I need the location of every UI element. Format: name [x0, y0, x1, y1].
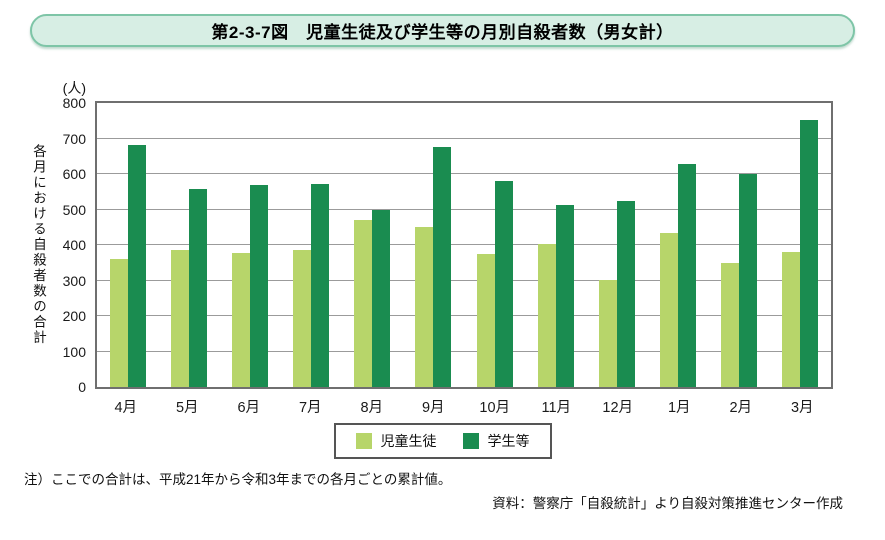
bar: [678, 163, 697, 387]
x-tick-label: 8月: [360, 400, 384, 416]
x-tick-label: 3月: [790, 400, 814, 416]
x-tick-label: 12月: [602, 400, 634, 416]
y-tick-label: 600: [62, 166, 86, 182]
bar: [537, 243, 556, 387]
bar: [660, 232, 679, 387]
bar: [476, 254, 495, 387]
y-tick-label: 300: [62, 272, 86, 289]
bar: [293, 250, 312, 387]
bar: [127, 144, 146, 387]
x-tick-label: 10月: [479, 400, 511, 416]
bar-group: [281, 103, 342, 387]
legend-swatch: [355, 433, 372, 449]
y-tick-label: 400: [62, 237, 86, 253]
bar: [170, 249, 189, 387]
y-tick-label: 200: [62, 308, 86, 324]
gridline: [97, 244, 831, 245]
y-tick-label: 0: [78, 379, 86, 395]
x-tick-label: 2月: [729, 400, 753, 416]
footnote: 注）ここでの合計は、平成21年から令和3年までの各月ごとの累計値。: [24, 472, 452, 487]
x-tick-label: 6月: [237, 400, 261, 416]
bar: [188, 189, 207, 387]
y-axis-title: 各月における自殺者数の合計: [31, 144, 46, 346]
bar-group: [219, 103, 280, 387]
bar: [109, 258, 128, 387]
bar: [249, 185, 268, 387]
x-tick-label: 1月: [667, 400, 691, 416]
bar: [433, 147, 452, 387]
bar: [800, 119, 819, 387]
legend-label: 学生等: [487, 433, 530, 449]
legend-box: 児童生徒 学生等: [333, 423, 552, 459]
x-axis-labels: 4月 5月 6月 7月 8月 9月 10月 11月 12月 1月 2月 3月: [95, 396, 833, 417]
source-credit: 資料：警察庁「自殺統計」より自殺対策推進センター作成: [492, 496, 843, 511]
bar-group: [464, 103, 525, 387]
gridline: [97, 279, 831, 281]
y-tick-label: 700: [62, 130, 86, 147]
bar-group: [158, 103, 219, 387]
bar-group: [403, 103, 464, 387]
x-tick-label: 11月: [541, 400, 572, 416]
y-axis-unit-label: (人): [62, 80, 86, 96]
y-tick-label: 500: [62, 201, 86, 218]
gridline: [97, 173, 831, 174]
gridline: [97, 137, 831, 139]
y-tick-label: 800: [62, 95, 86, 111]
bar-group: [586, 103, 647, 387]
bar: [372, 210, 391, 387]
figure-title-banner: 第2-3-7図 児童生徒及び学生等の月別自殺者数（男女計）: [30, 14, 855, 47]
x-tick-label: 4月: [114, 400, 138, 416]
bar-group: [648, 103, 709, 387]
plot-area: [95, 101, 833, 389]
bar: [415, 226, 434, 387]
bar: [494, 180, 513, 387]
bar: [231, 252, 250, 387]
bar: [782, 251, 801, 387]
bar-group: [709, 103, 770, 387]
bar: [616, 200, 635, 387]
x-tick-label: 9月: [421, 400, 445, 416]
y-tick-label: 100: [62, 343, 86, 360]
bar: [721, 263, 740, 387]
bar-group: [342, 103, 403, 387]
legend-label: 児童生徒: [380, 433, 437, 449]
gridline: [97, 315, 831, 316]
x-tick-label: 5月: [175, 400, 199, 416]
bar-group: [97, 103, 158, 387]
y-axis-ticks: 0 100 200 300 400 500 600 700 800: [0, 95, 86, 395]
bar: [598, 279, 617, 387]
figure-title: 第2-3-7図 児童生徒及び学生等の月別自殺者数（男女計）: [211, 23, 674, 42]
gridline: [97, 350, 831, 352]
x-tick-label: 7月: [298, 400, 322, 416]
bar: [311, 183, 330, 387]
bar: [354, 220, 373, 387]
bar: [555, 204, 574, 387]
bar: [739, 174, 758, 387]
bar-group: [770, 103, 831, 387]
legend-item: 児童生徒: [355, 431, 437, 451]
gridline: [97, 208, 831, 210]
bar-group: [525, 103, 586, 387]
y-axis-title-wrap: 各月における自殺者数の合計: [28, 101, 48, 389]
legend-swatch: [462, 433, 479, 449]
legend-item: 学生等: [462, 431, 530, 451]
